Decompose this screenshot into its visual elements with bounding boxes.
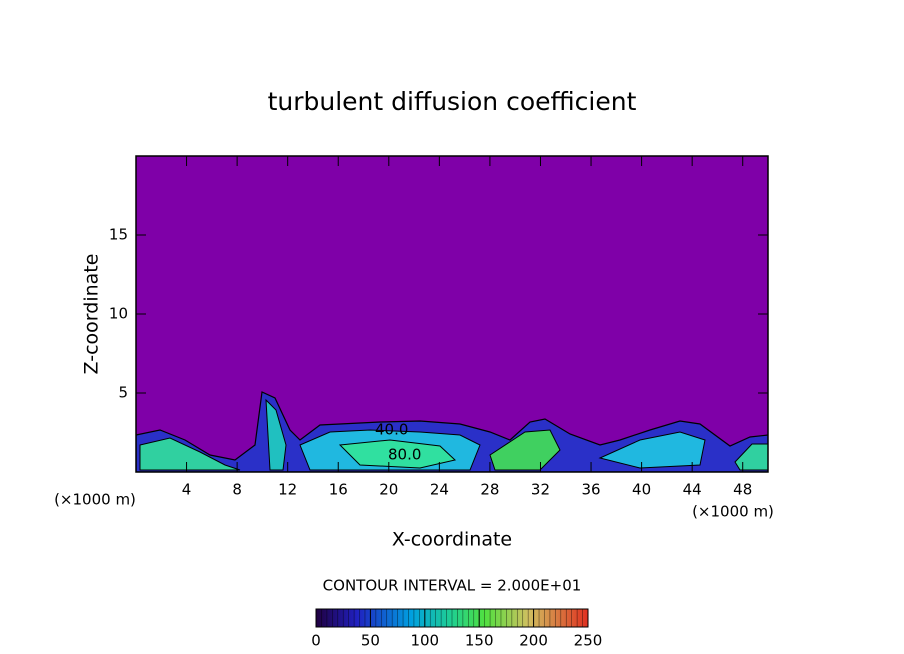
colorbar-tick-label: 200 bbox=[519, 632, 548, 650]
turbulence-field bbox=[136, 391, 768, 472]
chart-title: turbulent diffusion coefficient bbox=[268, 87, 637, 116]
colorbar-tick-label: 150 bbox=[465, 632, 494, 650]
x-tick-label: 36 bbox=[581, 481, 600, 499]
x-tick-label: 4 bbox=[182, 481, 192, 499]
x-tick-label: 8 bbox=[232, 481, 242, 499]
x-tick-label: 24 bbox=[430, 481, 449, 499]
y-tick-label: 5 bbox=[118, 384, 128, 402]
x-axis-label: X-coordinate bbox=[392, 529, 512, 551]
x-tick-label: 20 bbox=[379, 481, 398, 499]
x-tick-label: 48 bbox=[733, 481, 752, 499]
contour-interval: CONTOUR INTERVAL = 2.000E+01 bbox=[323, 577, 582, 595]
y-axis-label: Z-coordinate bbox=[81, 254, 103, 375]
plot-background bbox=[136, 156, 768, 472]
colorbar-tick-label: 250 bbox=[574, 632, 603, 650]
y-unit-label: (×1000 m) bbox=[54, 491, 136, 509]
colorbar-tick-label: 100 bbox=[410, 632, 439, 650]
colorbar-tick-label: 0 bbox=[311, 632, 321, 650]
x-tick-label: 12 bbox=[278, 481, 297, 499]
x-tick-label: 40 bbox=[632, 481, 651, 499]
x-tick-label: 28 bbox=[480, 481, 499, 499]
x-unit-label: (×1000 m) bbox=[692, 503, 774, 521]
x-tick-label: 32 bbox=[531, 481, 550, 499]
y-tick-label: 15 bbox=[109, 226, 128, 244]
y-tick-label: 10 bbox=[109, 305, 128, 323]
x-tick-label: 16 bbox=[329, 481, 348, 499]
colorbar-tick-label: 50 bbox=[361, 632, 380, 650]
contour-label: 80.0 bbox=[388, 446, 421, 464]
x-tick-label: 44 bbox=[683, 481, 702, 499]
contour-label: 40.0 bbox=[375, 421, 408, 439]
